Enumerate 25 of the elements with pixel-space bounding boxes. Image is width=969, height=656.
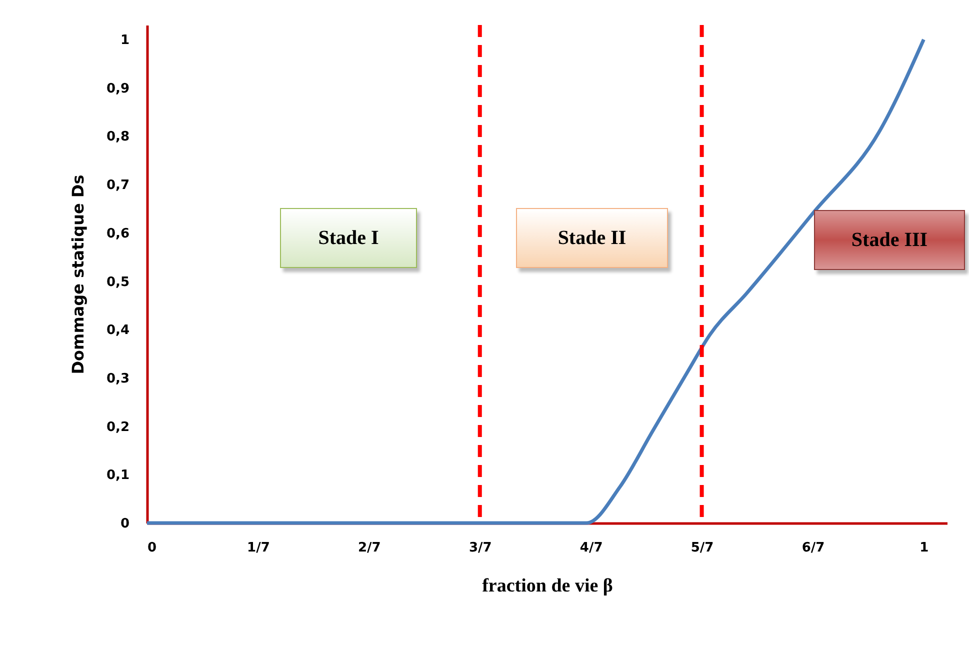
y-tick-label: 0,8 — [106, 130, 130, 145]
x-tick-label: 6/7 — [802, 540, 825, 556]
x-tick-label: 1/7 — [247, 540, 270, 556]
y-tick-label: 0,7 — [106, 178, 130, 194]
x-axis-title: fraction de vie β — [482, 576, 613, 596]
x-tick-label: 0 — [148, 540, 157, 556]
y-tick-label: 0,6 — [106, 226, 130, 242]
x-tick-label: 3/7 — [468, 540, 492, 556]
x-tick-label: 4/7 — [580, 540, 603, 556]
line-series — [145, 38, 926, 525]
y-tick-label: 0,9 — [106, 81, 130, 96]
y-tick-label: 0,3 — [106, 371, 130, 386]
x-tick-label: 2/7 — [358, 540, 381, 556]
x-tick-label: 5/7 — [690, 540, 714, 556]
y-tick-label: 0,5 — [106, 274, 130, 290]
y-axis-title: Dommage statique Ds — [68, 174, 88, 374]
y-tick-label: 0,1 — [106, 468, 130, 484]
x-tick-label: 1 — [920, 540, 929, 556]
stage-label-box: Stade II — [516, 208, 668, 268]
stage-label-box: Stade III — [814, 210, 965, 270]
y-tick-label: 0,2 — [106, 420, 130, 435]
stage-label-box: Stade I — [280, 208, 417, 268]
y-tick-label: 0,4 — [106, 323, 130, 338]
y-tick-label: 0 — [120, 516, 130, 532]
y-tick-label: 1 — [120, 33, 130, 48]
